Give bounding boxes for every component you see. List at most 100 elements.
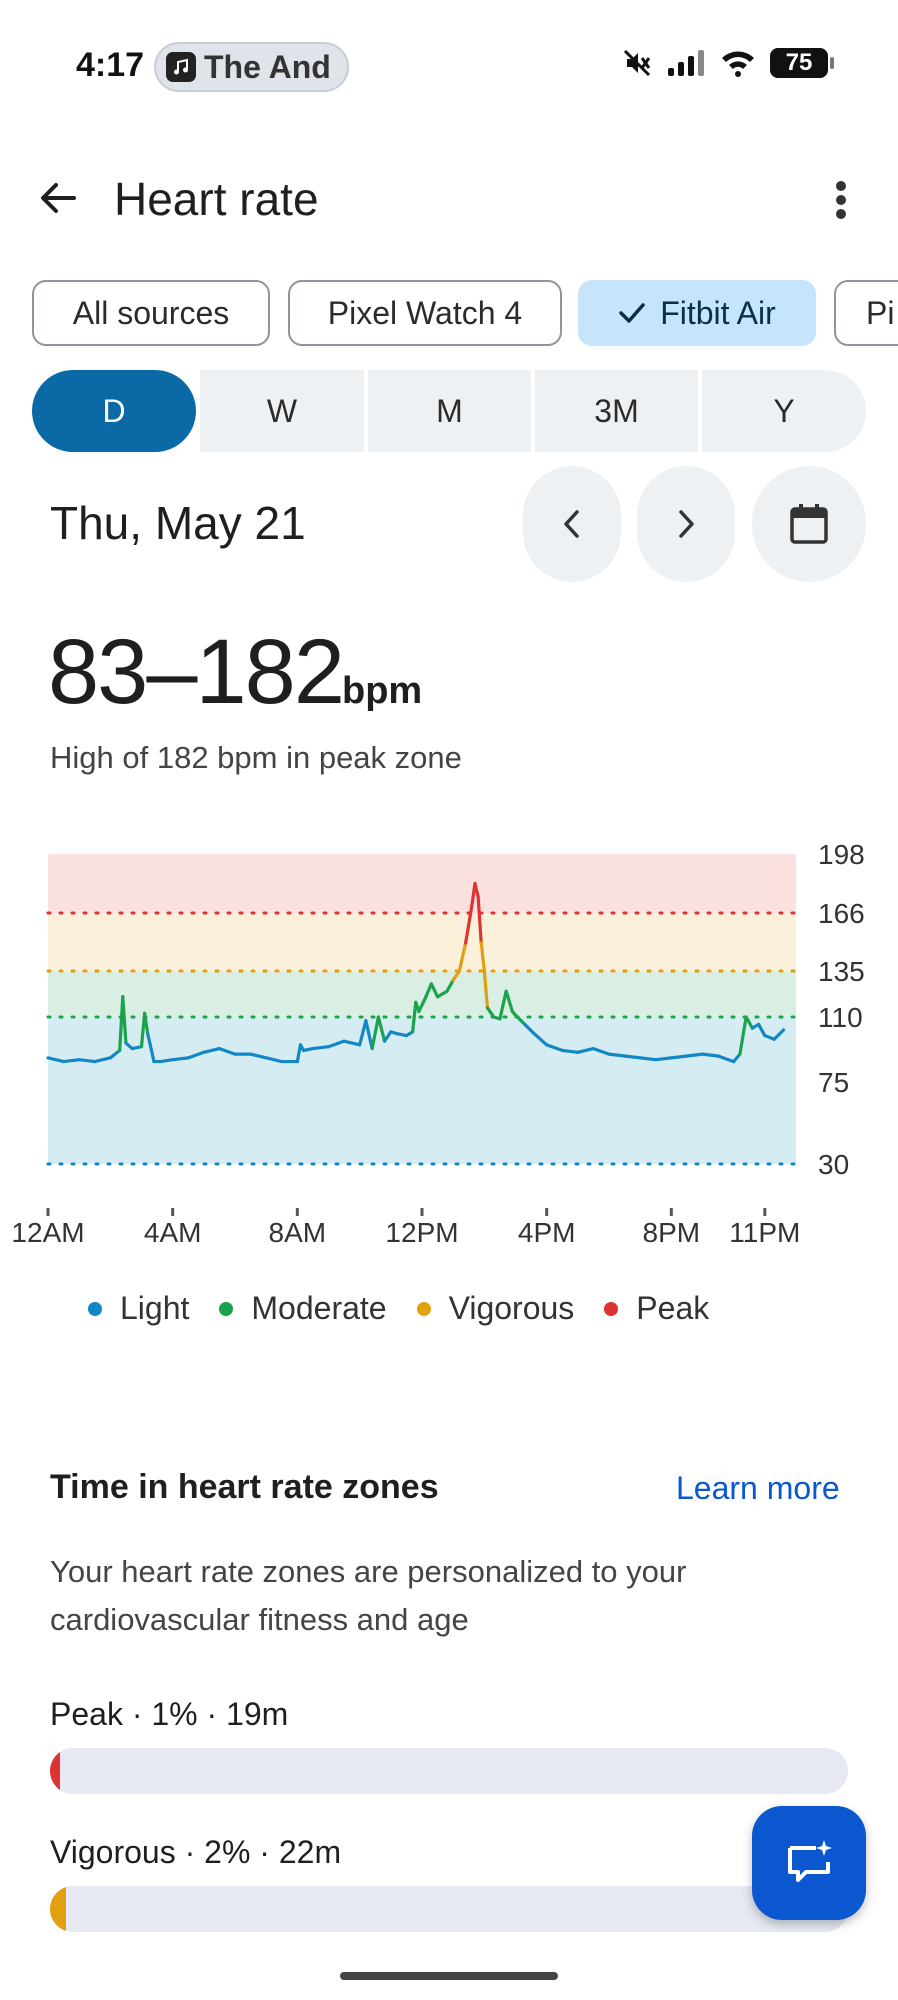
heart-rate-segment xyxy=(143,1011,150,1036)
more-options-button[interactable] xyxy=(818,170,864,230)
zone-label-peak: Peak · 1% · 19m xyxy=(50,1696,289,1732)
tab-day[interactable]: D xyxy=(32,370,196,452)
y-tick-label: 135 xyxy=(818,956,865,987)
learn-more-link[interactable]: Learn more xyxy=(676,1470,840,1506)
source-chip-all[interactable]: All sources xyxy=(32,280,270,346)
zone-fill-vigorous xyxy=(50,1886,66,1932)
heart-rate-segment xyxy=(146,1032,156,1064)
heart-rate-segment xyxy=(638,1056,658,1062)
legend-dot-moderate xyxy=(219,1301,234,1316)
heart-rate-segment xyxy=(700,1052,720,1058)
next-day-button[interactable] xyxy=(637,466,735,582)
heart-rate-segment xyxy=(738,1015,748,1056)
back-button[interactable] xyxy=(32,172,84,224)
heart-rate-segment xyxy=(121,995,128,1045)
tab-month[interactable]: M xyxy=(368,370,531,452)
heart-rate-segment xyxy=(545,1043,564,1053)
heart-rate-segment xyxy=(171,1056,190,1062)
heart-rate-segment xyxy=(622,1054,642,1060)
heart-rate-segment xyxy=(732,1052,742,1064)
heart-rate-segment xyxy=(669,1054,689,1060)
heart-rate-segment xyxy=(108,1048,122,1060)
ask-coach-button[interactable] xyxy=(752,1806,866,1920)
source-chip-more[interactable]: Pi xyxy=(834,280,898,346)
heart-rate-segment xyxy=(498,989,508,1021)
legend-label: Light xyxy=(120,1290,190,1326)
legend-label: Vigorous xyxy=(448,1290,575,1326)
heart-rate-segment xyxy=(654,1056,673,1062)
heart-rate-segment xyxy=(523,1022,536,1036)
heart-rate-segment xyxy=(445,978,455,993)
peak-zone-band xyxy=(48,854,796,913)
heart-rate-segment xyxy=(248,1052,268,1060)
source-chip-fitbit-air[interactable]: Fitbit Air xyxy=(578,280,816,346)
calendar-button[interactable] xyxy=(752,466,866,582)
tab-label: 3M xyxy=(594,392,639,429)
media-chip[interactable]: The And xyxy=(154,42,349,92)
tab-label: D xyxy=(102,392,126,429)
chip-label: Fitbit Air xyxy=(660,294,776,331)
heart-rate-segment xyxy=(158,1058,175,1064)
tab-week[interactable]: W xyxy=(200,370,364,452)
heart-rate-segment xyxy=(411,1000,418,1034)
tab-3-months[interactable]: 3M xyxy=(535,370,698,452)
heart-rate-segment xyxy=(417,997,427,1014)
moderate-zone-band xyxy=(48,971,796,1017)
heart-rate-summary: High of 182 bpm in peak zone xyxy=(50,740,462,775)
mute-icon xyxy=(623,49,651,77)
legend-item-moderate: Moderate xyxy=(219,1290,387,1327)
battery-icon: 75 xyxy=(770,48,834,78)
y-tick-label: 110 xyxy=(818,1002,863,1033)
zone-bar-peak xyxy=(50,1748,848,1794)
status-time: 4:17 xyxy=(76,46,145,84)
heart-rate-segment xyxy=(560,1048,580,1054)
calendar-icon xyxy=(790,504,828,544)
zone-label-vigorous: Vigorous · 2% · 22m xyxy=(50,1834,342,1870)
heart-rate-segment xyxy=(744,1015,754,1030)
heart-rate-range: 83–182 xyxy=(48,621,345,723)
heart-rate-segment xyxy=(326,1039,346,1049)
y-tick-label: 30 xyxy=(818,1149,849,1180)
x-tick-label: 11PM xyxy=(729,1217,800,1248)
heart-rate-segment xyxy=(504,989,514,1014)
heart-rate-segment xyxy=(376,1015,387,1043)
signal-icon xyxy=(668,50,704,76)
chip-label: Pi xyxy=(866,294,895,331)
tab-year[interactable]: Y xyxy=(702,370,866,452)
chat-sparkle-icon xyxy=(788,1840,832,1882)
heart-rate-segment xyxy=(485,1006,496,1019)
heart-rate-segment xyxy=(716,1054,736,1064)
legend-dot-peak xyxy=(604,1301,619,1316)
chip-label: Pixel Watch 4 xyxy=(327,294,523,331)
page-title: Heart rate xyxy=(114,173,319,225)
tab-label: M xyxy=(436,392,463,429)
heart-rate-segment xyxy=(77,1058,97,1064)
chevron-left-icon xyxy=(564,510,579,538)
heart-rate-chart[interactable]: 198 166 135 110 75 30 12AM 4AM 8AM 12PM 4PM 8PM 11P… xyxy=(0,830,898,1250)
previous-day-button[interactable] xyxy=(523,466,621,582)
chart-legend: Light Moderate Vigorous Peak xyxy=(88,1290,739,1327)
home-indicator[interactable] xyxy=(340,1972,558,1980)
heart-rate-segment xyxy=(482,969,490,1010)
zone-fill-peak xyxy=(50,1748,60,1794)
heart-rate-segment xyxy=(311,1045,331,1051)
heart-rate-segment xyxy=(685,1052,705,1058)
heart-rate-segment xyxy=(342,1039,362,1047)
zones-description: Your heart rate zones are personalized t… xyxy=(50,1554,687,1637)
legend-label: Moderate xyxy=(251,1290,387,1326)
heart-rate-segment xyxy=(473,881,480,899)
vigorous-zone-band xyxy=(48,913,796,971)
legend-item-vigorous: Vigorous xyxy=(416,1290,575,1327)
tab-label: W xyxy=(266,392,298,429)
heart-rate-segment xyxy=(61,1058,81,1064)
x-tick-label: 8PM xyxy=(643,1217,701,1248)
heart-rate-segment xyxy=(46,1056,66,1064)
x-tick-label: 12PM xyxy=(385,1217,458,1248)
heart-rate-unit: bpm xyxy=(342,670,423,712)
heart-rate-segment xyxy=(607,1052,627,1058)
source-chip-pixel-watch[interactable]: Pixel Watch 4 xyxy=(288,280,562,346)
wifi-icon xyxy=(722,51,754,77)
heart-rate-segment xyxy=(464,904,474,945)
zones-section-title: Time in heart rate zones xyxy=(50,1468,439,1506)
y-tick-label: 166 xyxy=(818,898,865,929)
